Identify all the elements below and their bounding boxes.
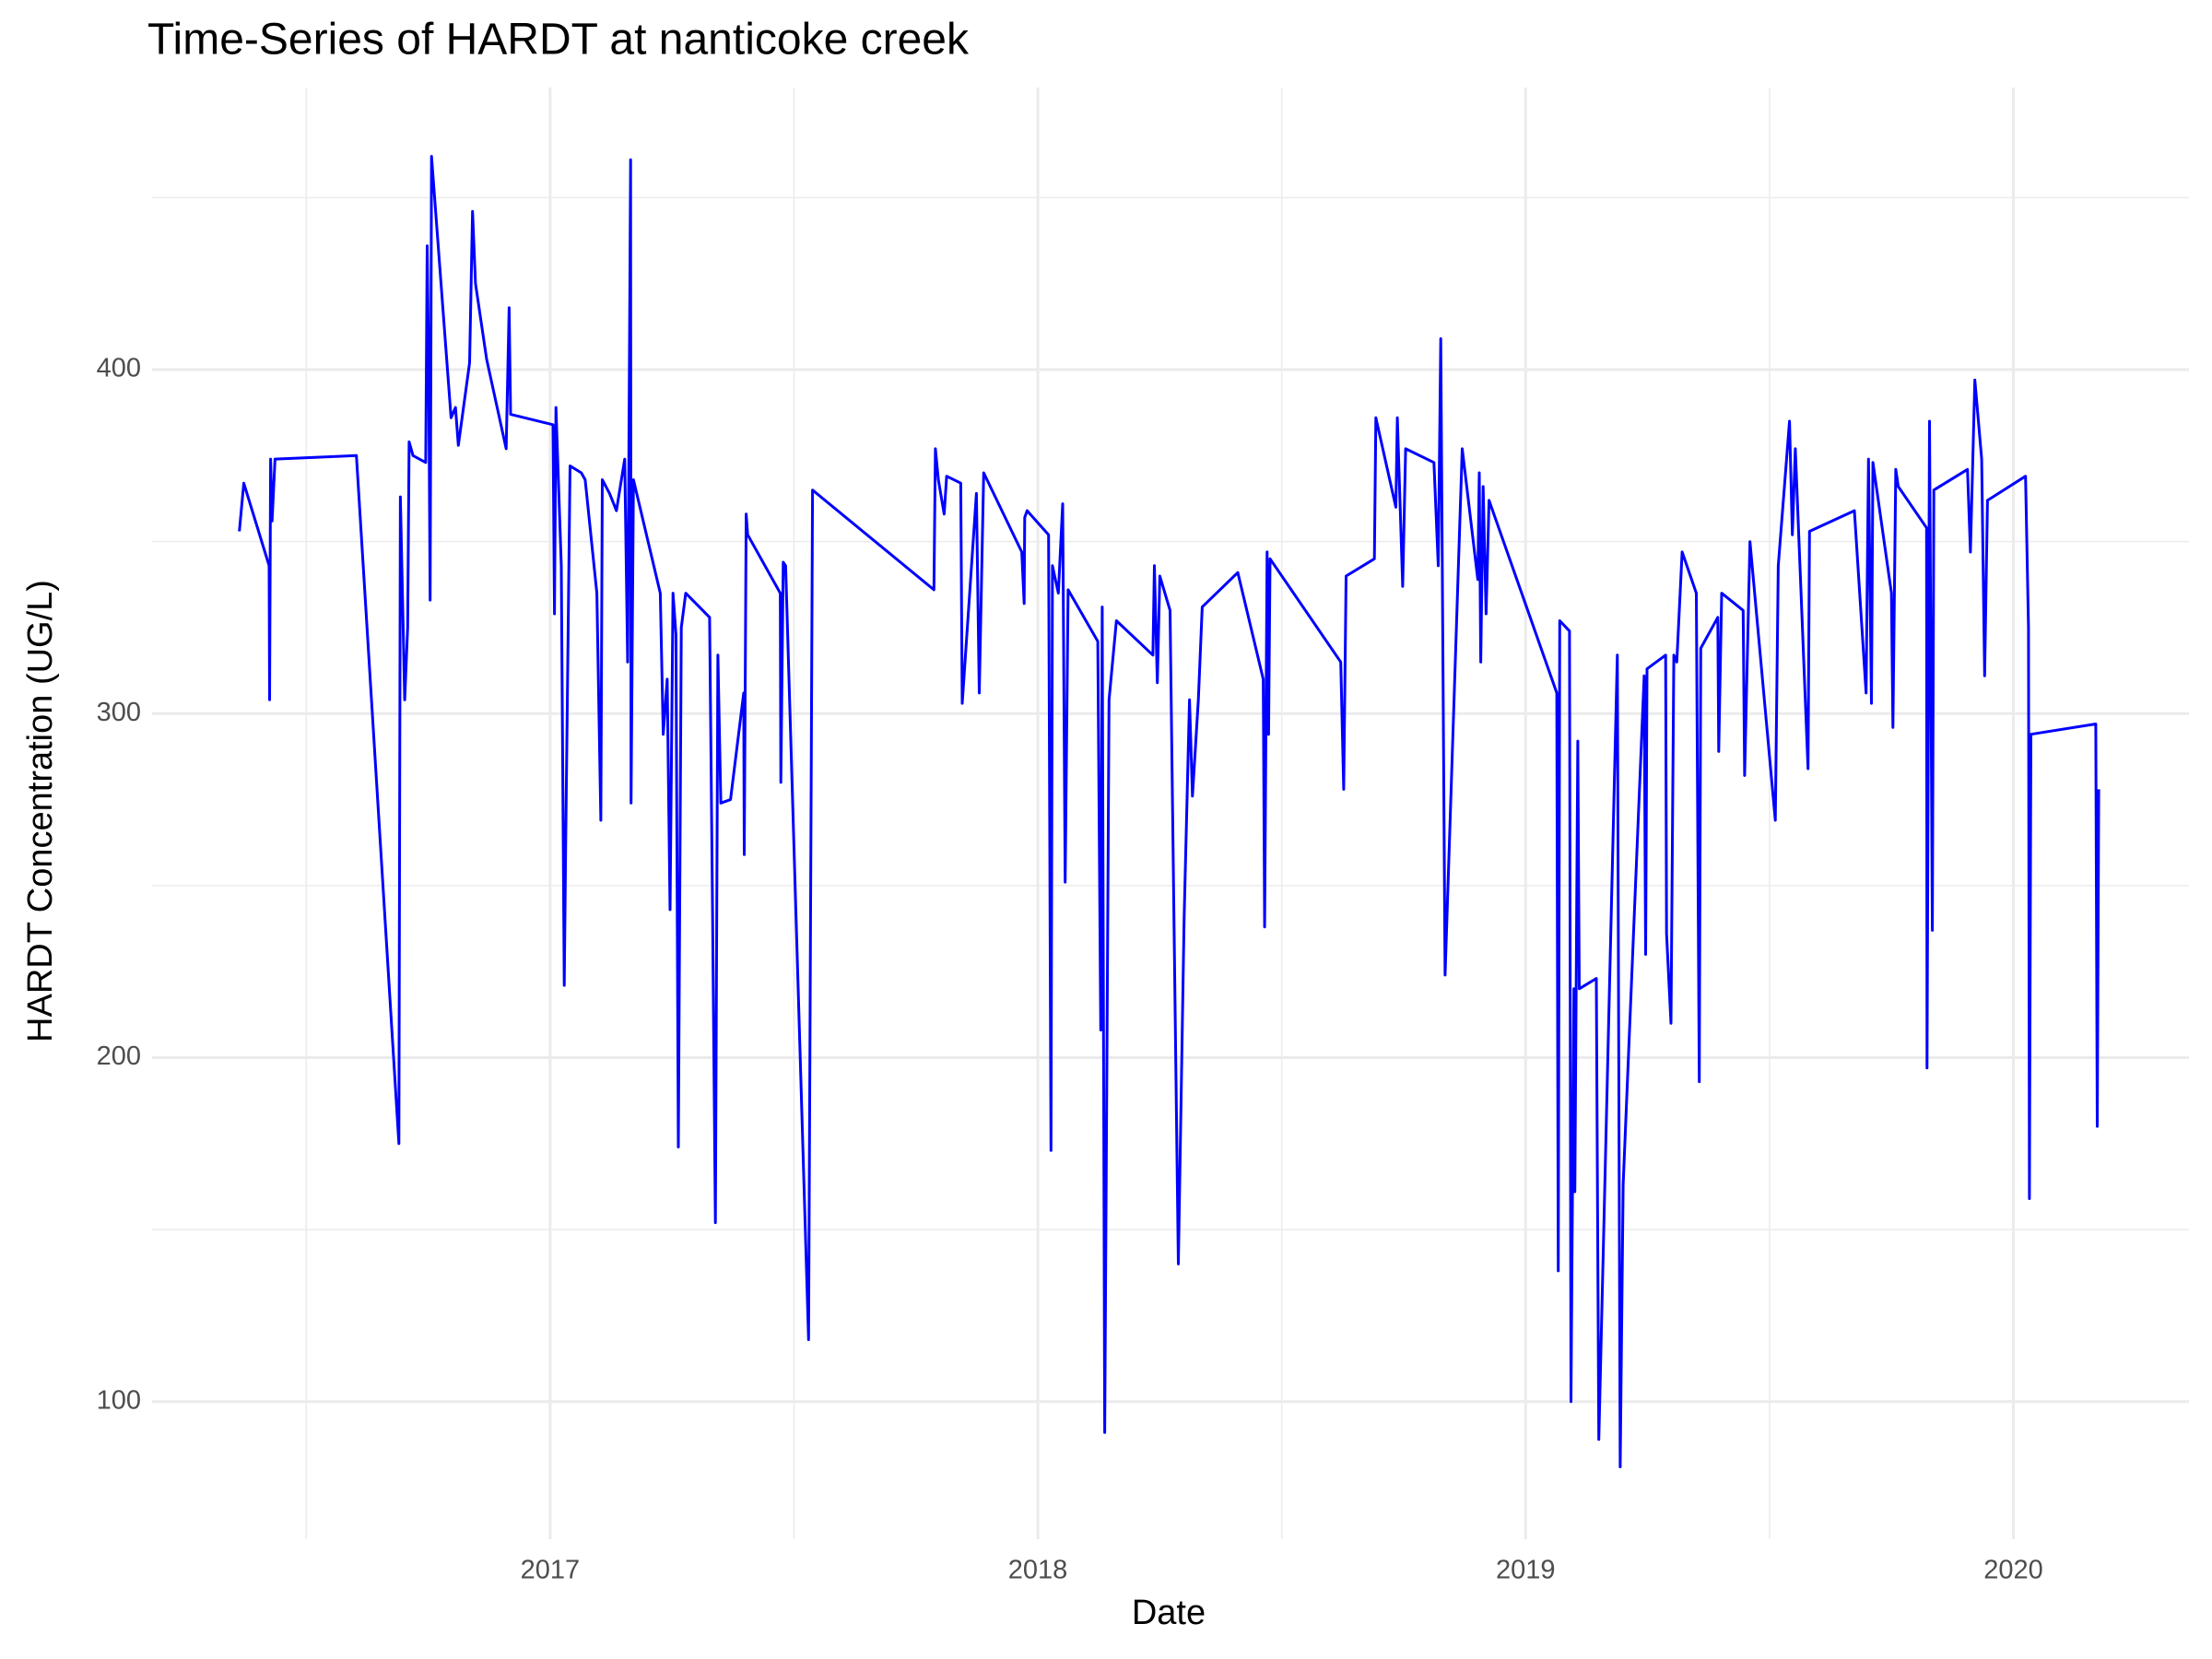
y-tick-label: 400 (97, 354, 141, 383)
x-tick-label: 2019 (1496, 1556, 1556, 1585)
x-axis-label: Date (1132, 1594, 1206, 1632)
x-tick-label: 2017 (521, 1556, 581, 1585)
chart-title: Time-Series of HARDT at nanticoke creek (147, 16, 970, 65)
y-tick-label: 200 (97, 1041, 141, 1071)
y-tick-label: 300 (97, 698, 141, 727)
x-tick-label: 2020 (1983, 1556, 2043, 1585)
data-line (238, 155, 2100, 1469)
x-tick-label: 2018 (1008, 1556, 1068, 1585)
y-axis-label: HARDT Concentration (UG/L) (21, 580, 60, 1042)
y-tick-label: 100 (97, 1385, 141, 1415)
